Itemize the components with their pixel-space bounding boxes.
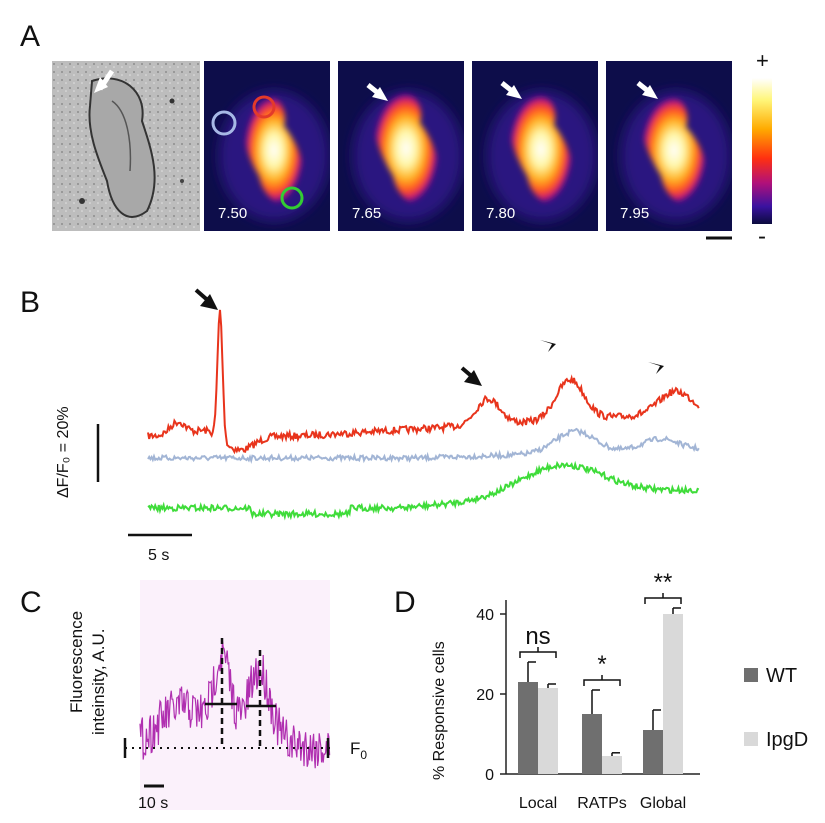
panel-letter-c: C bbox=[20, 586, 42, 619]
d-category-label-ratps: RATPs bbox=[577, 795, 626, 812]
panel-a: 7.50 7.65 7.80 bbox=[52, 48, 772, 250]
b-arrow-1 bbox=[194, 288, 218, 310]
d-legend-label-ipgd: IpgD bbox=[766, 729, 808, 751]
colorbar bbox=[752, 78, 772, 224]
d-category-label-global: Global bbox=[640, 795, 686, 812]
d-sig-label-ratps: * bbox=[597, 651, 606, 678]
c-f0-label: F0 bbox=[350, 739, 367, 762]
b-arrowhead-1 bbox=[540, 340, 556, 352]
panel-letter-a: A bbox=[20, 20, 40, 53]
c-ylabel-line2: inteinsity, A.U. bbox=[89, 629, 108, 735]
colorbar-minus: - bbox=[758, 223, 766, 250]
d-bar-ipgd-global bbox=[663, 614, 683, 774]
trace-green bbox=[147, 460, 700, 521]
d-bar-wt-global bbox=[643, 730, 663, 774]
heatmap-frame-2: 7.65 bbox=[338, 61, 464, 231]
timestamp-1: 7.50 bbox=[218, 205, 247, 222]
b-arrow-2 bbox=[460, 366, 482, 386]
c-scalebar-label: 10 s bbox=[138, 795, 168, 812]
d-legend-label-wt: WT bbox=[766, 665, 797, 687]
d-sig-bracket-local bbox=[519, 647, 557, 658]
heatmap-frame-4: 7.95 bbox=[606, 61, 732, 231]
d-ytick-label-2: 40 bbox=[476, 607, 494, 624]
roi-green-circle bbox=[280, 186, 304, 210]
b-scalebar-label: 5 s bbox=[148, 547, 169, 564]
c-trace bbox=[139, 640, 331, 769]
d-bar-ipgd-ratps bbox=[602, 756, 622, 774]
timestamp-4: 7.95 bbox=[620, 205, 649, 222]
d-ylabel: % Responsive cells bbox=[431, 641, 448, 780]
panel-b: ΔF/F₀ = 20% 5 s bbox=[55, 288, 700, 564]
panel-letter-d: D bbox=[394, 586, 416, 619]
c-plot-bg bbox=[140, 580, 330, 810]
d-sig-bracket-ratps bbox=[583, 675, 621, 686]
roi-blue-circle bbox=[211, 110, 237, 136]
d-sig-label-global: ** bbox=[654, 569, 673, 596]
timestamp-3: 7.80 bbox=[486, 205, 515, 222]
d-bar-wt-ratps bbox=[582, 714, 602, 774]
trace-blue bbox=[147, 427, 700, 465]
b-ylabel: ΔF/F₀ = 20% bbox=[55, 406, 72, 498]
d-bar-ipgd-local bbox=[538, 688, 558, 774]
heatmap-frame-3: 7.80 bbox=[472, 61, 598, 231]
c-ylabel-line1: Fluorescence bbox=[67, 611, 86, 713]
d-sig-label-local: ns bbox=[525, 623, 550, 650]
d-bar-wt-local bbox=[518, 682, 538, 774]
d-legend-swatch-ipgd bbox=[744, 732, 758, 746]
panel-c: Fluorescence inteinsity, A.U. F0 10 s bbox=[67, 580, 367, 812]
d-category-label-local: Local bbox=[519, 795, 557, 812]
timestamp-2: 7.65 bbox=[352, 205, 381, 222]
d-ytick-label-1: 20 bbox=[476, 687, 494, 704]
panel-letter-b: B bbox=[20, 286, 40, 319]
d-sig-bracket-global bbox=[644, 593, 682, 604]
d-ytick-label-0: 0 bbox=[485, 767, 494, 784]
heatmap-frame-1: 7.50 bbox=[204, 61, 330, 231]
roi-red-circle bbox=[252, 95, 276, 119]
b-arrowhead-2 bbox=[648, 362, 664, 374]
colorbar-plus: + bbox=[756, 48, 769, 73]
phase-contrast-image bbox=[52, 61, 200, 231]
d-legend-swatch-wt bbox=[744, 668, 758, 682]
trace-red bbox=[147, 309, 700, 455]
